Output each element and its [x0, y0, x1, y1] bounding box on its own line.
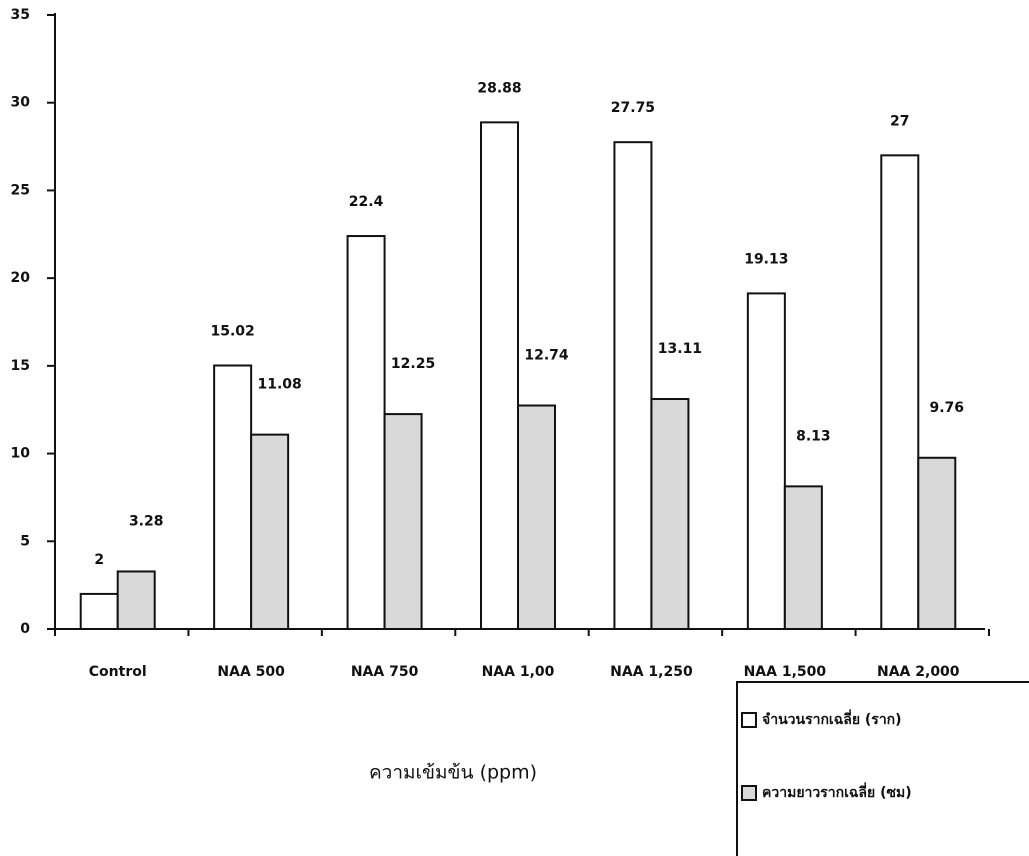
- bar: [783, 485, 823, 630]
- value-label: 12.74: [524, 348, 569, 364]
- y-tick-label: 5: [20, 533, 30, 549]
- x-tick-label: NAA 1,250: [610, 664, 693, 680]
- bar: [346, 235, 386, 630]
- y-tick-label: 35: [11, 7, 30, 23]
- bar: [613, 141, 653, 631]
- x-axis-label: ความเข้มข้น (ppm): [369, 762, 537, 784]
- bar: [880, 154, 920, 630]
- y-tick-label: 25: [11, 182, 30, 198]
- value-label: 9.76: [930, 400, 965, 416]
- value-label: 11.08: [257, 377, 301, 393]
- y-tick-label: 10: [11, 446, 31, 462]
- bar: [79, 592, 119, 631]
- legend-label: ความยาวรากเฉลี่ย (ซม): [762, 782, 912, 801]
- bar: [116, 570, 156, 630]
- legend-swatch: [741, 712, 757, 728]
- bar: [517, 404, 556, 630]
- x-tick-label: NAA 750: [351, 664, 419, 680]
- legend-label: จำนวนรากเฉลี่ย (ราก): [762, 709, 902, 728]
- bar: [383, 413, 423, 630]
- legend-box: [736, 681, 1029, 856]
- value-label: 27: [890, 113, 909, 129]
- x-tick-label: Control: [89, 664, 147, 680]
- value-label: 8.13: [796, 428, 831, 444]
- value-label: 12.25: [391, 356, 435, 372]
- value-label: 15.02: [210, 324, 254, 340]
- bar: [213, 364, 253, 630]
- legend-swatch: [741, 785, 757, 801]
- y-tick-label: 15: [11, 358, 30, 374]
- x-tick-label: NAA 2,000: [877, 664, 960, 680]
- value-label: 27.75: [611, 100, 655, 116]
- bar: [917, 456, 957, 630]
- value-label: 13.11: [658, 341, 702, 357]
- x-tick-label: NAA 500: [217, 664, 285, 680]
- value-label: 28.88: [477, 80, 521, 96]
- bar: [250, 433, 290, 631]
- value-label: 22.4: [349, 194, 384, 210]
- x-tick-label: NAA 1,500: [744, 664, 827, 680]
- x-tick-label: NAA 1,00: [482, 664, 555, 680]
- y-tick-label: 20: [11, 270, 31, 286]
- bar: [746, 292, 786, 630]
- y-tick-label: 30: [11, 95, 31, 111]
- bar: [480, 121, 519, 631]
- y-tick-label: 0: [20, 621, 30, 637]
- value-label: 2: [94, 552, 104, 568]
- bar: [650, 398, 690, 631]
- value-label: 19.13: [744, 251, 788, 267]
- value-label: 3.28: [129, 513, 164, 529]
